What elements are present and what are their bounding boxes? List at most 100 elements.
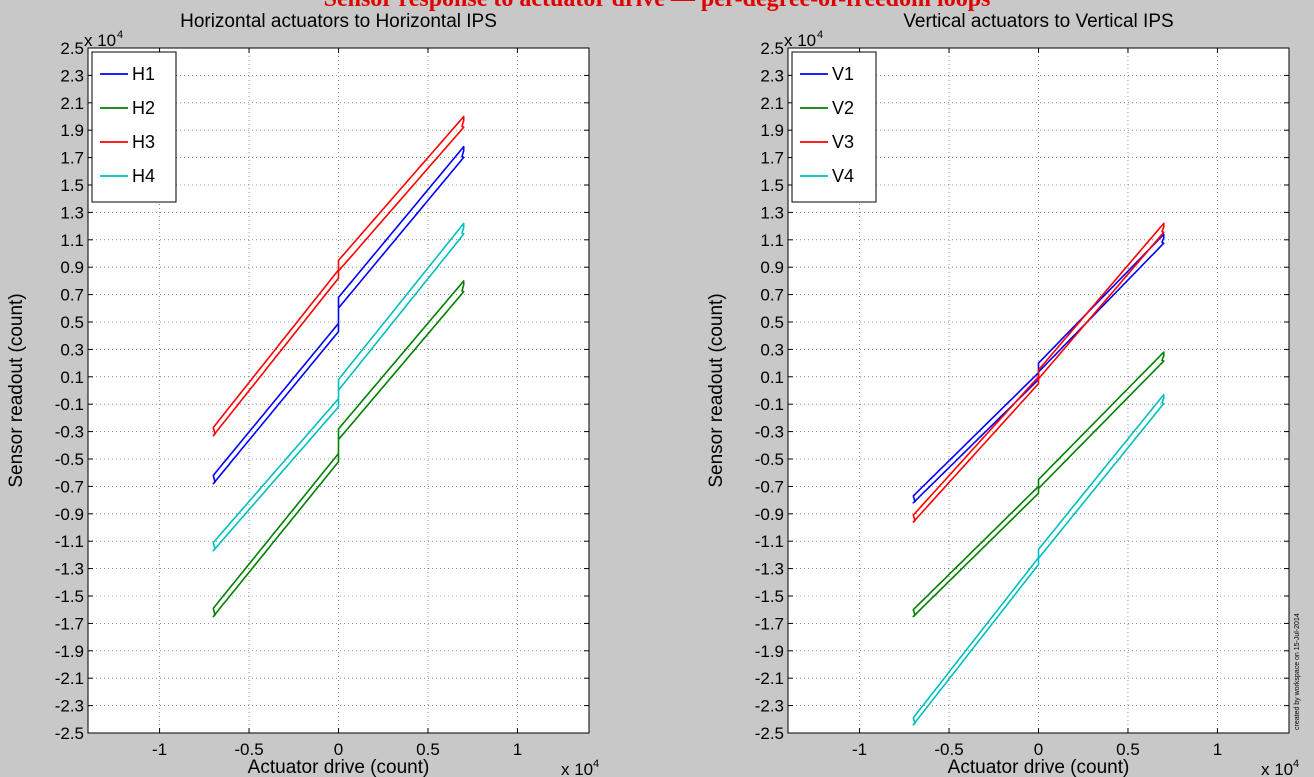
x-tick-label: 0 <box>1034 740 1043 759</box>
legend-box <box>791 51 877 203</box>
y-axis-label: Sensor readout (count) <box>706 293 727 487</box>
y-tick-label: -2.1 <box>755 669 784 688</box>
y-tick-label: 0.1 <box>760 368 784 387</box>
y-tick-label: -0.7 <box>755 477 784 496</box>
chart-title: Vertical actuators to Vertical IPS <box>903 11 1173 32</box>
y-tick-label: 1.1 <box>60 231 84 250</box>
y-tick-label: -0.5 <box>755 450 784 469</box>
series-h4-line <box>212 222 465 552</box>
x-tick-label: 0 <box>334 740 343 759</box>
y-tick-label: -1.5 <box>755 587 784 606</box>
y-exponent-label: x 10 <box>784 31 816 50</box>
top-banner-text: Sensor response to actuator drive — per-… <box>0 0 1314 13</box>
chart-title: Horizontal actuators to Horizontal IPS <box>180 11 497 32</box>
y-tick-label: 0.9 <box>60 258 84 277</box>
x-tick-label: 1 <box>1213 740 1222 759</box>
y-tick-label: -1.7 <box>55 614 84 633</box>
x-exponent-power: 4 <box>593 758 599 770</box>
legend-label-v2: V2 <box>832 98 854 118</box>
y-tick-label: 0.9 <box>760 258 784 277</box>
x-tick-label: 1 <box>513 740 522 759</box>
y-tick-label: -0.1 <box>755 395 784 414</box>
y-tick-label: -2.5 <box>55 724 84 743</box>
legend-label-v4: V4 <box>832 166 854 186</box>
x-tick-label: -1 <box>852 740 867 759</box>
series-v1-line <box>912 233 1165 504</box>
chart-2: 2.5 2.3 2.1 1.9 1.7 1.5 1.3 1.1 0.9 0.7 0.5 0.3 0.1 -… <box>706 11 1299 777</box>
y-tick-label: -0.3 <box>755 423 784 442</box>
x-tick-label: -0.5 <box>934 740 963 759</box>
y-tick-label: -1.1 <box>55 532 84 551</box>
legend-label-h4: H4 <box>132 166 155 186</box>
legend-label-v3: V3 <box>832 132 854 152</box>
y-tick-label: 1.7 <box>760 149 784 168</box>
y-tick-label: -0.1 <box>55 395 84 414</box>
y-tick-label: -2.3 <box>55 697 84 716</box>
y-tick-label: -1.3 <box>55 560 84 579</box>
y-tick-label: 2.1 <box>60 94 84 113</box>
legend-box <box>91 51 177 203</box>
y-tick-label: 0.3 <box>760 340 784 359</box>
series-v2-line <box>912 351 1165 618</box>
y-tick-label: 2.1 <box>760 94 784 113</box>
y-tick-label: -1.5 <box>55 587 84 606</box>
y-tick-label: -0.7 <box>55 477 84 496</box>
x-tick-label: 0.5 <box>416 740 440 759</box>
y-tick-label: 2.5 <box>60 39 84 58</box>
y-tick-label: 0.7 <box>60 286 84 305</box>
y-tick-label: -1.9 <box>55 642 84 661</box>
chart-1: 2.5 2.3 2.1 1.9 1.7 1.5 1.3 1.1 0.9 0.7 0.5 0.3 0.1 -… <box>6 11 599 777</box>
y-tick-label: -2.3 <box>755 697 784 716</box>
x-axis-label: Actuator drive (count) <box>948 757 1130 777</box>
y-tick-label: -2.1 <box>55 669 84 688</box>
y-tick-label: 0.7 <box>760 286 784 305</box>
y-tick-label: -1.9 <box>755 642 784 661</box>
y-tick-label: -1.1 <box>755 532 784 551</box>
y-tick-label: 2.5 <box>760 39 784 58</box>
y-tick-label: 1.7 <box>60 149 84 168</box>
x-tick-label: -1 <box>152 740 167 759</box>
legend-label-v1: V1 <box>832 64 854 84</box>
created-by-note: created by workspace on 15-Jul-2014 <box>1294 613 1301 730</box>
legend-label-h1: H1 <box>132 64 155 84</box>
y-tick-label: 1.9 <box>760 121 784 140</box>
series-h2-line <box>212 280 465 618</box>
x-exponent-label: x 10 <box>1261 760 1293 777</box>
x-tick-label: -0.5 <box>234 740 263 759</box>
y-exponent-power: 4 <box>817 29 823 41</box>
y-tick-label: 0.5 <box>60 313 84 332</box>
y-tick-label: 0.3 <box>60 340 84 359</box>
y-tick-label: -2.5 <box>755 724 784 743</box>
y-tick-label: -1.3 <box>755 560 784 579</box>
y-tick-label: 1.3 <box>760 203 784 222</box>
legend-label-h3: H3 <box>132 132 155 152</box>
y-tick-label: 2.3 <box>760 66 784 85</box>
x-exponent-label: x 10 <box>561 760 593 777</box>
y-axis-label: Sensor readout (count) <box>6 293 27 487</box>
legend-label-h2: H2 <box>132 98 155 118</box>
x-axis-label: Actuator drive (count) <box>248 757 430 777</box>
y-exponent-power: 4 <box>117 29 123 41</box>
axes-frame <box>787 47 1290 734</box>
axes-frame <box>87 47 590 734</box>
y-tick-label: -0.9 <box>55 505 84 524</box>
y-tick-label: 1.5 <box>60 176 84 195</box>
x-exponent-power: 4 <box>1293 758 1299 770</box>
series-v3-line <box>912 222 1165 523</box>
y-tick-label: 1.5 <box>760 176 784 195</box>
series-h1-line <box>212 145 465 485</box>
y-tick-label: 0.1 <box>60 368 84 387</box>
y-tick-label: -0.9 <box>755 505 784 524</box>
series-h3-line <box>212 115 465 437</box>
y-tick-label: -0.5 <box>55 450 84 469</box>
series-v4-line <box>912 393 1165 726</box>
y-tick-label: -0.3 <box>55 423 84 442</box>
y-tick-label: -1.7 <box>755 614 784 633</box>
x-tick-label: 0.5 <box>1116 740 1140 759</box>
y-tick-label: 2.3 <box>60 66 84 85</box>
y-tick-label: 1.9 <box>60 121 84 140</box>
y-exponent-label: x 10 <box>84 31 116 50</box>
y-tick-label: 1.3 <box>60 203 84 222</box>
y-tick-label: 0.5 <box>760 313 784 332</box>
